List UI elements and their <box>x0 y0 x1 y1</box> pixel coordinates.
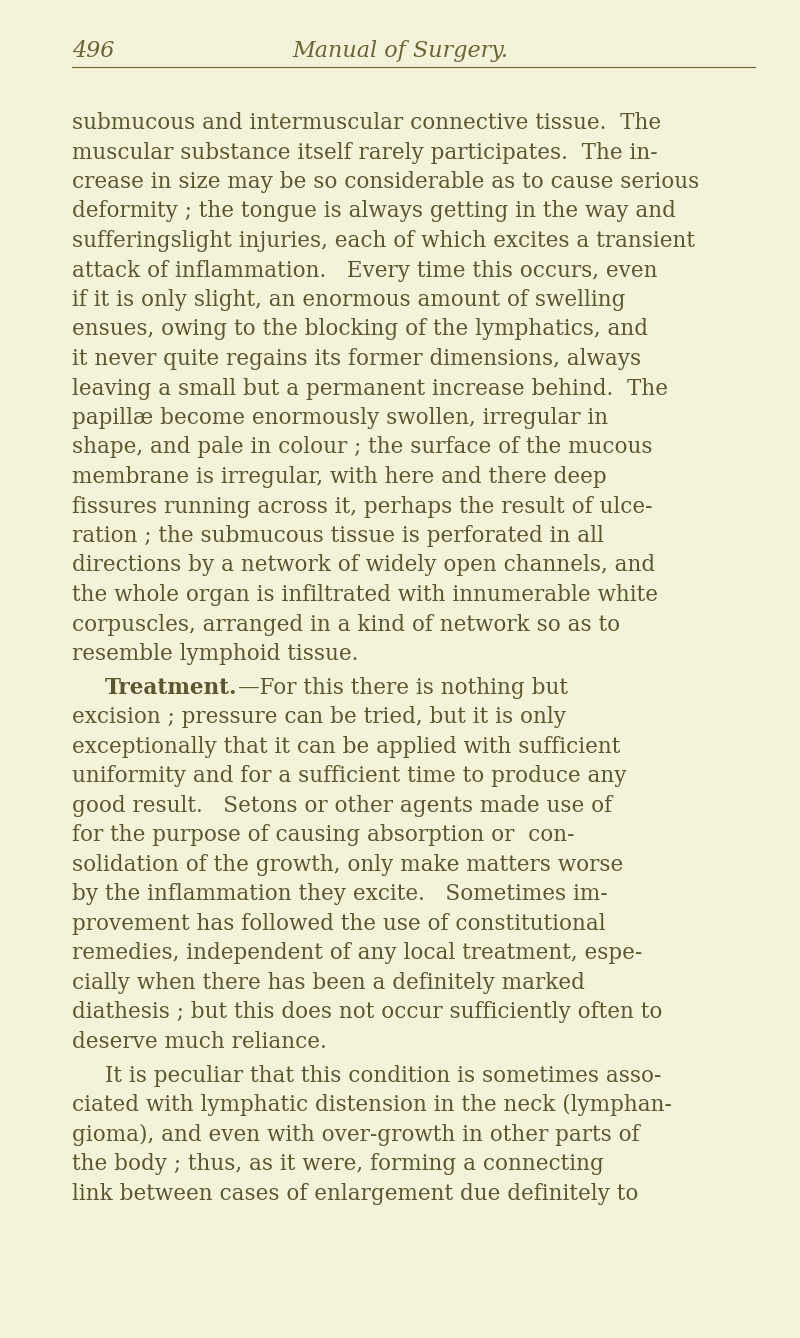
Text: the body ; thus, as it were, forming a connecting: the body ; thus, as it were, forming a c… <box>72 1153 604 1175</box>
Text: provement has followed the use of constitutional: provement has followed the use of consti… <box>72 913 606 935</box>
Text: excision ; pressure can be tried, but it is only: excision ; pressure can be tried, but it… <box>72 706 566 728</box>
Text: 496: 496 <box>72 40 114 62</box>
Text: it never quite regains its former dimensions, always: it never quite regains its former dimens… <box>72 348 641 371</box>
Text: shape, and pale in colour ; the surface of the mucous: shape, and pale in colour ; the surface … <box>72 436 653 459</box>
Text: ciated with lymphatic distension in the neck (lymphan-: ciated with lymphatic distension in the … <box>72 1094 672 1116</box>
Text: submucous and intermuscular connective tissue.  The: submucous and intermuscular connective t… <box>72 112 661 134</box>
Text: sufferingslight injuries, each of which excites a transient: sufferingslight injuries, each of which … <box>72 230 695 252</box>
Text: for the purpose of causing absorption or  con-: for the purpose of causing absorption or… <box>72 824 574 847</box>
Text: if it is only slight, an enormous amount of swelling: if it is only slight, an enormous amount… <box>72 289 626 310</box>
Text: fissures running across it, perhaps the result of ulce-: fissures running across it, perhaps the … <box>72 495 653 518</box>
Text: gioma), and even with over-growth in other parts of: gioma), and even with over-growth in oth… <box>72 1124 640 1145</box>
Text: link between cases of enlargement due definitely to: link between cases of enlargement due de… <box>72 1183 638 1204</box>
Text: ration ; the submucous tissue is perforated in all: ration ; the submucous tissue is perfora… <box>72 524 604 547</box>
Text: directions by a network of widely open channels, and: directions by a network of widely open c… <box>72 554 655 577</box>
Text: solidation of the growth, only make matters worse: solidation of the growth, only make matt… <box>72 854 623 876</box>
Text: diathesis ; but this does not occur sufficiently often to: diathesis ; but this does not occur suff… <box>72 1001 662 1024</box>
Text: resemble lymphoid tissue.: resemble lymphoid tissue. <box>72 644 358 665</box>
Text: crease in size may be so considerable as to cause serious: crease in size may be so considerable as… <box>72 171 699 193</box>
Text: deformity ; the tongue is always getting in the way and: deformity ; the tongue is always getting… <box>72 201 676 222</box>
Text: corpuscles, arranged in a kind of network so as to: corpuscles, arranged in a kind of networ… <box>72 614 620 636</box>
Text: cially when there has been a definitely marked: cially when there has been a definitely … <box>72 971 585 994</box>
Text: remedies, independent of any local treatment, espe-: remedies, independent of any local treat… <box>72 942 642 965</box>
Text: leaving a small but a permanent increase behind.  The: leaving a small but a permanent increase… <box>72 377 668 400</box>
Text: good result.   Setons or other agents made use of: good result. Setons or other agents made… <box>72 795 612 818</box>
Text: papillæ become enormously swollen, irregular in: papillæ become enormously swollen, irreg… <box>72 407 608 429</box>
Text: muscular substance itself rarely participates.  The in-: muscular substance itself rarely partici… <box>72 142 658 163</box>
Text: membrane is irregular, with here and there deep: membrane is irregular, with here and the… <box>72 466 606 488</box>
Text: attack of inflammation.   Every time this occurs, even: attack of inflammation. Every time this … <box>72 260 658 281</box>
Text: by the inflammation they excite.   Sometimes im-: by the inflammation they excite. Sometim… <box>72 883 608 906</box>
Text: the whole organ is infiltrated with innumerable white: the whole organ is infiltrated with innu… <box>72 583 658 606</box>
Text: It is peculiar that this condition is sometimes asso-: It is peculiar that this condition is so… <box>105 1065 662 1086</box>
Text: deserve much reliance.: deserve much reliance. <box>72 1030 326 1053</box>
Text: uniformity and for a sufficient time to produce any: uniformity and for a sufficient time to … <box>72 765 626 788</box>
Text: Manual of Surgery.: Manual of Surgery. <box>292 40 508 62</box>
Text: ensues, owing to the blocking of the lymphatics, and: ensues, owing to the blocking of the lym… <box>72 318 648 340</box>
Text: Treatment.: Treatment. <box>105 677 238 698</box>
Text: —For this there is nothing but: —For this there is nothing but <box>238 677 569 698</box>
Text: exceptionally that it can be applied with sufficient: exceptionally that it can be applied wit… <box>72 736 620 757</box>
